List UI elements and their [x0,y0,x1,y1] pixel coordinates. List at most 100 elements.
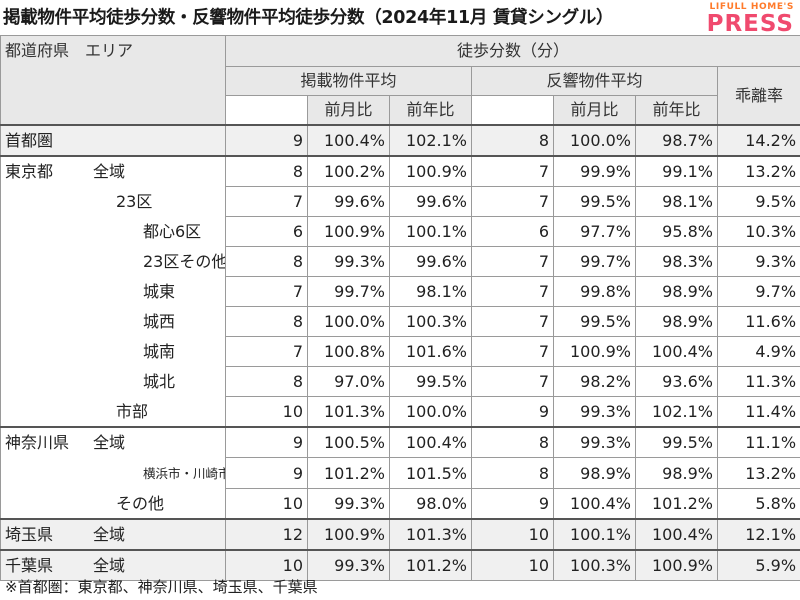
value-cell-resp-yoy: 99.1% [635,155,718,187]
header-listed-mom: 前月比 [307,95,390,126]
value-cell-listed-mom: 100.9% [307,518,390,551]
value-cell-resp: 7 [471,366,554,397]
value-cell-div: 5.9% [716,549,800,581]
value-cell-div: 11.1% [716,426,800,458]
value-cell-listed-mom: 100.0% [307,306,390,337]
table-row: 首都圏 9 100.4% 102.1% 8 100.0% 98.7% 14.2% [0,124,800,157]
table-row: 埼玉県 全域 12 100.9% 101.3% 10 100.1% 100.4% 12.1% [0,518,800,551]
value-cell-resp-mom: 100.4% [553,488,636,520]
value-cell-resp: 8 [471,426,554,458]
value-cell-resp-mom: 100.9% [553,336,636,367]
value-cell-listed-yoy: 100.9% [389,155,472,187]
region-cell: 市部 [0,396,226,428]
value-cell-resp: 10 [471,549,554,581]
walk-minutes-table: 都道府県 エリア 徒歩分数（分） 掲載物件平均 反響物件平均 乖離率 前月比 前… [0,35,800,581]
value-cell-listed-yoy: 100.0% [389,396,472,428]
table-row: 都心6区 6 100.9% 100.1% 6 97.7% 95.8% 10.3% [0,216,800,247]
value-cell-div: 11.6% [716,306,800,337]
header-walk-minutes: 徒歩分数（分） [224,35,800,67]
value-cell-listed-mom: 99.3% [307,488,390,520]
value-cell-div: 5.8% [716,488,800,520]
value-cell-listed: 8 [225,306,308,337]
value-cell-listed: 10 [225,549,308,581]
value-cell-listed-yoy: 100.3% [389,306,472,337]
value-cell-resp: 7 [471,246,554,277]
value-cell-resp: 8 [471,457,554,489]
region-cell: 神奈川県 全域 [0,426,226,458]
value-cell-resp-mom: 100.3% [553,549,636,581]
value-cell-listed: 10 [225,488,308,520]
area-label: 横浜市・川崎市 [143,466,226,481]
value-cell-listed-yoy: 100.4% [389,426,472,458]
prefecture-label: 千葉県 [5,556,54,575]
value-cell-resp-yoy: 100.4% [635,336,718,367]
value-cell-listed-mom: 100.2% [307,155,390,187]
value-cell-resp-yoy: 98.3% [635,246,718,277]
value-cell-listed: 7 [225,276,308,307]
value-cell-listed-mom: 97.0% [307,366,390,397]
value-cell-resp-mom: 99.7% [553,246,636,277]
area-label: 城西 [143,312,176,331]
value-cell-listed-yoy: 101.3% [389,518,472,551]
header-response-value-blank [471,95,554,126]
header-response-mom: 前月比 [553,95,636,126]
value-cell-resp: 7 [471,276,554,307]
region-cell: 城北 [0,366,226,397]
value-cell-listed: 12 [225,518,308,551]
region-cell: 都心6区 [0,216,226,247]
prefecture-label: 神奈川県 [5,433,70,452]
area-label: 城東 [143,282,176,301]
value-cell-resp-yoy: 98.7% [635,124,718,157]
table-row: 23区 7 99.6% 99.6% 7 99.5% 98.1% 9.5% [0,186,800,217]
value-cell-listed-mom: 99.3% [307,246,390,277]
value-cell-listed: 9 [225,426,308,458]
region-cell: 首都圏 [0,124,226,157]
value-cell-listed-mom: 100.5% [307,426,390,458]
value-cell-listed: 8 [225,366,308,397]
region-cell: 城南 [0,336,226,367]
table-row: 城西 8 100.0% 100.3% 7 99.5% 98.9% 11.6% [0,306,800,337]
region-cell: 城東 [0,276,226,307]
area-label: 都心6区 [143,222,202,241]
value-cell-listed-mom: 99.6% [307,186,390,217]
value-cell-resp: 8 [471,124,554,157]
value-cell-resp: 7 [471,306,554,337]
area-label: 全域 [93,556,126,575]
value-cell-listed-yoy: 98.0% [389,488,472,520]
prefecture-label: 東京都 [5,162,54,181]
value-cell-resp-yoy: 100.4% [635,518,718,551]
value-cell-div: 9.3% [716,246,800,277]
value-cell-resp-yoy: 98.1% [635,186,718,217]
region-cell: 23区 [0,186,226,217]
value-cell-listed: 10 [225,396,308,428]
area-label: 全域 [93,525,126,544]
table-row: 市部 10 101.3% 100.0% 9 99.3% 102.1% 11.4% [0,396,800,428]
table-row: 城北 8 97.0% 99.5% 7 98.2% 93.6% 11.3% [0,366,800,397]
logo-top-text: LIFULL HOME'S [709,2,794,12]
value-cell-div: 4.9% [716,336,800,367]
value-cell-div: 11.4% [716,396,800,428]
header-listed-yoy: 前年比 [389,95,472,126]
value-cell-listed-mom: 99.7% [307,276,390,307]
value-cell-resp: 9 [471,396,554,428]
value-cell-resp-mom: 99.9% [553,155,636,187]
table-row: 千葉県 全域 10 99.3% 101.2% 10 100.3% 100.9% 5.9% [0,549,800,581]
value-cell-div: 10.3% [716,216,800,247]
value-cell-resp: 9 [471,488,554,520]
value-cell-resp-mom: 99.3% [553,426,636,458]
header-listed-average: 掲載物件平均 [225,66,472,96]
value-cell-listed: 6 [225,216,308,247]
table-row: 城南 7 100.8% 101.6% 7 100.9% 100.4% 4.9% [0,336,800,367]
value-cell-listed-mom: 101.2% [307,457,390,489]
prefecture-label: 埼玉県 [5,525,54,544]
table-row: 23区その他 8 99.3% 99.6% 7 99.7% 98.3% 9.3% [0,246,800,277]
value-cell-resp-yoy: 102.1% [635,396,718,428]
value-cell-resp-yoy: 93.6% [635,366,718,397]
value-cell-listed: 7 [225,336,308,367]
table-row: 東京都 全域 8 100.2% 100.9% 7 99.9% 99.1% 13.2% [0,155,800,187]
value-cell-resp: 7 [471,155,554,187]
table-row: 城東 7 99.7% 98.1% 7 99.8% 98.9% 9.7% [0,276,800,307]
value-cell-div: 13.2% [716,457,800,489]
header-response-average: 反響物件平均 [471,66,718,96]
value-cell-resp-yoy: 98.9% [635,306,718,337]
